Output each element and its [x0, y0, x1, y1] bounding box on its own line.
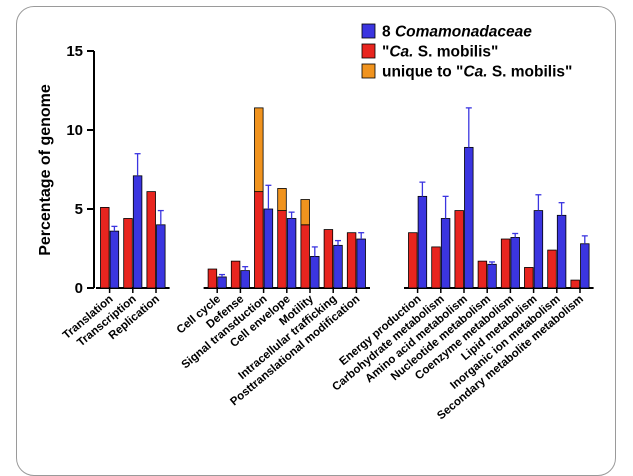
legend-swatch [361, 63, 376, 79]
bar-comamonadaceae [333, 244, 343, 289]
legend-entry: "Ca. S. mobilis" [382, 44, 498, 61]
bar-unique-ca-s-mobilis [254, 107, 264, 193]
bar-ca-s-mobilis [500, 238, 511, 289]
legend-entry: 8 Comamonadaceae [382, 24, 532, 41]
bar-comamonadaceae [132, 175, 143, 289]
bar-ca-s-mobilis [454, 210, 464, 289]
bar-ca-s-mobilis [477, 260, 488, 289]
bar-comamonadaceae [464, 146, 474, 289]
bar-ca-s-mobilis [207, 268, 218, 289]
y-axis-label: Percentage of genome [37, 84, 54, 256]
bar-comamonadaceae [580, 243, 590, 289]
bar-ca-s-mobilis [431, 246, 441, 289]
bar-ca-s-mobilis [346, 232, 357, 289]
bar-comamonadaceae [263, 208, 274, 289]
bar-ca-s-mobilis [408, 232, 418, 289]
bar-comamonadaceae [487, 263, 497, 289]
bar-comamonadaceae [533, 210, 544, 289]
bar-comamonadaceae [240, 270, 250, 289]
y-tick-label: 0 [75, 280, 83, 297]
bar-ca-s-mobilis [300, 224, 310, 289]
bar-ca-s-mobilis [570, 279, 580, 289]
bar-ca-s-mobilis [277, 210, 287, 289]
bar-ca-s-mobilis [123, 218, 133, 289]
bar-comamonadaceae [217, 276, 227, 289]
bar-ca-s-mobilis [323, 229, 334, 289]
bar-ca-s-mobilis [100, 207, 110, 289]
bar-comamonadaceae [440, 218, 451, 289]
bar-comamonadaceae [310, 255, 320, 289]
bar-ca-s-mobilis [146, 191, 156, 289]
legend-swatch [361, 23, 376, 39]
bar-unique-ca-s-mobilis [300, 199, 310, 226]
bar-comamonadaceae [156, 224, 166, 289]
chart-legend: 8 Comamonadaceae "Ca. S. mobilis" unique t… [361, 23, 572, 81]
chart-bars [100, 107, 590, 289]
bar-unique-ca-s-mobilis [277, 188, 287, 211]
y-tick-label: 15 [66, 43, 83, 60]
bar-ca-s-mobilis [547, 249, 557, 289]
bar-comamonadaceae [286, 218, 297, 289]
bar-ca-s-mobilis [230, 260, 241, 289]
y-tick-label: 5 [75, 201, 83, 218]
bar-ca-s-mobilis [524, 267, 534, 289]
bar-comamonadaceae [356, 238, 366, 289]
bar-comamonadaceae [417, 195, 428, 289]
legend-entry: unique to "Ca. S. mobilis" [382, 64, 572, 81]
bar-comamonadaceae [510, 237, 520, 289]
bar-comamonadaceae [556, 214, 567, 289]
bar-ca-s-mobilis [254, 191, 264, 289]
legend-swatch [361, 43, 376, 59]
bar-chart: 0 5 10 15 Percentage of genome TranslationTr… [37, 23, 594, 423]
y-tick-label: 10 [66, 122, 83, 139]
bar-comamonadaceae [109, 230, 120, 289]
